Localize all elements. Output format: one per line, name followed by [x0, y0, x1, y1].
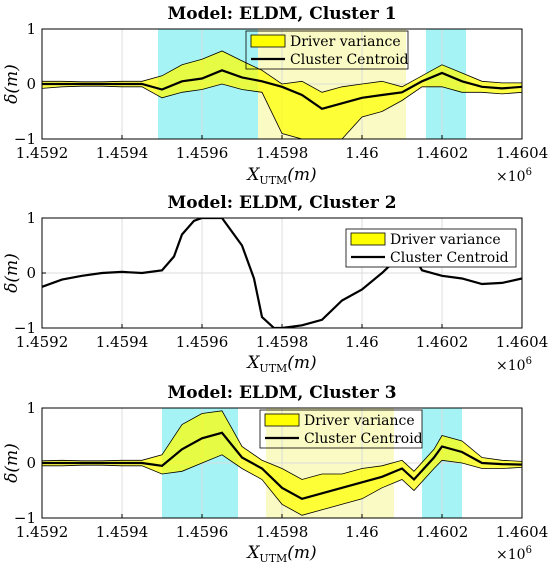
- y-tick-label: 0: [26, 454, 36, 472]
- x-tick-label: 1.4602: [416, 333, 469, 351]
- legend: Driver variance Cluster Centroid: [259, 409, 423, 449]
- legend-label-centroid: Cluster Centroid: [304, 431, 423, 447]
- y-axis-label: δ(m): [2, 253, 22, 293]
- y-tick-label: −1: [14, 130, 36, 148]
- x-tick-label: 1.46: [345, 144, 378, 162]
- x-tick-label: 1.4604: [496, 333, 549, 351]
- chart-panel-2: 1.4592 1.4594 1.4596 1.4598 1.46 1.4602 1.4604…: [2, 193, 548, 375]
- legend: Driver variance Cluster Centroid: [245, 30, 409, 70]
- chart-title: Model: ELDM, Cluster 2: [167, 193, 396, 213]
- y-axis-label: δ(m): [2, 443, 22, 483]
- x-tick-label: 1.4596: [176, 333, 229, 351]
- chart-panel-1: 1.4592 1.4594 1.4596 1.4598 1.46 1.4602 1.4604…: [2, 4, 548, 187]
- x-tick-label: 1.4594: [96, 523, 149, 541]
- x-tick-label: 1.4598: [256, 333, 309, 351]
- legend-label-centroid: Cluster Centroid: [290, 52, 409, 68]
- x-tick-label: 1.46: [345, 333, 378, 351]
- x-tick-label: 1.4598: [256, 144, 309, 162]
- x-tick-label: 1.4602: [416, 523, 469, 541]
- x-tick-label: 1.4594: [96, 144, 149, 162]
- x-tick-label: 1.4596: [176, 144, 229, 162]
- y-axis-label: δ(m): [2, 64, 22, 104]
- x-tick-label: 1.4594: [96, 333, 149, 351]
- y-tick-label: 1: [26, 399, 36, 417]
- x-tick-label: 1.4596: [176, 523, 229, 541]
- legend-swatch-variance: [350, 232, 386, 246]
- centroid-line: [42, 431, 522, 500]
- y-tick-label: −1: [14, 509, 36, 527]
- x-tick-label: 1.4598: [256, 523, 309, 541]
- chart-title: Model: ELDM, Cluster 1: [167, 4, 396, 24]
- legend-swatch-variance: [250, 34, 286, 48]
- centroid-line: [42, 218, 522, 328]
- centroid-line: [42, 69, 522, 110]
- legend-label-variance: Driver variance: [304, 413, 415, 429]
- x-tick-label: 1.4604: [496, 144, 549, 162]
- chart-panel-3: 1.4592 1.4594 1.4596 1.4598 1.46 1.4602 1.4604…: [2, 383, 548, 565]
- y-tick-label: −1: [14, 319, 36, 337]
- legend: Driver variance Cluster Centroid: [345, 228, 517, 268]
- y-tick-label: 0: [26, 75, 36, 93]
- x-tick-label: 1.46: [345, 523, 378, 541]
- x-tick-label: 1.4592: [16, 144, 69, 162]
- variance-band: [42, 50, 522, 139]
- x-tick-label: 1.4592: [16, 523, 69, 541]
- x-axis-label: XUTM(m): [245, 543, 316, 565]
- x-multiplier-label: ×106: [496, 356, 532, 374]
- x-multiplier-label: ×106: [496, 167, 532, 185]
- chart-title: Model: ELDM, Cluster 3: [167, 383, 396, 403]
- y-tick-label: 1: [26, 209, 36, 227]
- legend-box: [259, 409, 423, 449]
- legend-label-centroid: Cluster Centroid: [390, 250, 509, 266]
- x-axis-label: XUTM(m): [245, 353, 316, 375]
- x-tick-label: 1.4602: [416, 144, 469, 162]
- x-multiplier-label: ×106: [496, 545, 532, 563]
- legend-box: [245, 30, 409, 70]
- legend-label-variance: Driver variance: [390, 232, 501, 248]
- x-tick-label: 1.4604: [496, 523, 549, 541]
- legend-label-variance: Driver variance: [290, 34, 401, 50]
- x-axis-label: XUTM(m): [245, 165, 316, 187]
- legend-swatch-variance: [264, 413, 300, 427]
- x-tick-label: 1.4592: [16, 333, 69, 351]
- y-tick-label: 0: [26, 264, 36, 282]
- y-tick-label: 1: [26, 20, 36, 38]
